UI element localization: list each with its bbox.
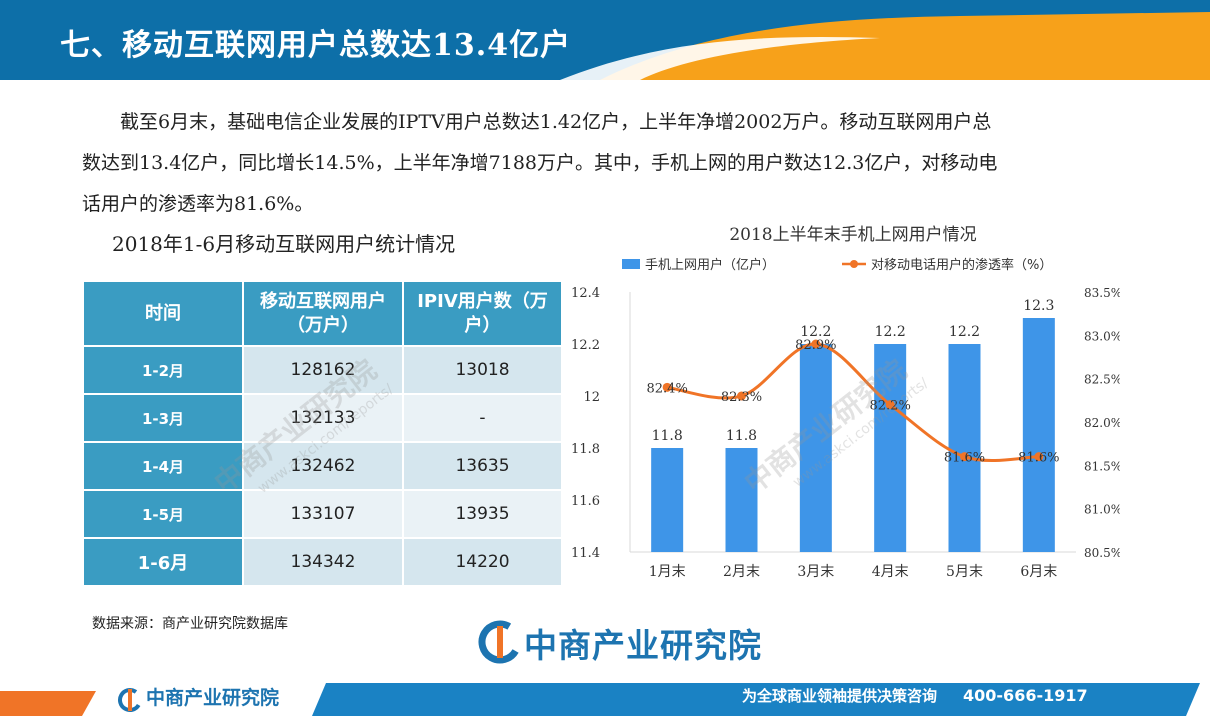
x-tick-label: 1月末 [649, 564, 686, 580]
x-tick-label: 5月末 [946, 564, 983, 580]
table-row: 1-5月 133107 13935 [82, 489, 563, 539]
footer-slogan: 为全球商业领袖提供决策咨询 [742, 687, 938, 705]
y-tick-left: 12.2 [571, 338, 600, 353]
line-data-label: 82.2% [870, 399, 911, 414]
bar [725, 448, 758, 552]
x-tick-label: 3月末 [797, 564, 834, 580]
legend-label-line: 对移动电话用户的渗透率（%） [871, 257, 1052, 273]
line-point [885, 400, 895, 410]
cell-iptv-users: 13635 [402, 441, 563, 491]
footer-contact: 为全球商业领袖提供决策咨询 400-666-1917 [742, 685, 1088, 706]
footer-bar [0, 683, 1200, 716]
chart-title: 2018上半年末手机上网用户情况 [729, 225, 976, 245]
bar [799, 344, 832, 552]
cell-mobile-users: 128162 [242, 345, 404, 395]
summary-line-3: 话用户的渗透率为81.6%。 [82, 193, 314, 215]
col-header-mobile-users: 移动互联网用户（万户） [242, 280, 404, 347]
bar-data-label: 11.8 [652, 428, 683, 444]
bar [651, 448, 684, 552]
stats-table: 时间 移动互联网用户（万户） IPIV用户数（万户） 1-2月 128162 1… [82, 280, 563, 587]
bar [1022, 318, 1055, 552]
bar-data-label: 11.8 [726, 428, 757, 444]
x-tick-label: 4月末 [872, 564, 909, 580]
y-tick-right: 83.5% [1084, 286, 1120, 300]
legend-label-bar: 手机上网用户（亿户） [645, 257, 775, 273]
y-tick-left: 11.8 [571, 442, 600, 457]
y-tick-left: 11.6 [571, 494, 600, 509]
footer-logo-text: 中商产业研究院 [146, 687, 280, 709]
header-orange-swoosh [560, 12, 1210, 80]
line-data-label: 82.9% [795, 338, 836, 353]
legend-marker-line [850, 260, 858, 268]
legend-swatch-bar [622, 259, 640, 269]
cell-iptv-users: 14220 [402, 537, 563, 587]
cell-iptv-users: - [402, 393, 563, 443]
line-data-label: 81.6% [1018, 451, 1059, 466]
y-tick-left: 12.4 [571, 286, 600, 301]
cell-mobile-users: 133107 [242, 489, 404, 539]
table-header-row: 时间 移动互联网用户（万户） IPIV用户数（万户） [82, 280, 563, 347]
summary-line-2: 数达到13.4亿户，同比增长14.5%，上半年净增7188万户。其中，手机上网的… [82, 152, 998, 174]
bar-data-label: 12.3 [1023, 298, 1054, 314]
line-point [737, 391, 746, 401]
line-point [662, 382, 672, 392]
cell-mobile-users: 132462 [242, 441, 404, 491]
cell-mobile-users: 132133 [242, 393, 404, 443]
logo-icon [478, 620, 522, 664]
table-title: 2018年1-6月移动互联网用户统计情况 [112, 232, 456, 256]
y-tick-right: 80.5% [1084, 546, 1120, 560]
cell-month: 1-3月 [82, 393, 244, 443]
cell-month: 1-5月 [82, 489, 244, 539]
bar [948, 344, 981, 552]
page-title: 七、移动互联网用户总数达13.4亿户 [60, 28, 572, 63]
bar [874, 344, 907, 552]
y-tick-right: 83.0% [1084, 329, 1120, 343]
footer-phone: 400-666-1917 [963, 686, 1088, 705]
line-point [811, 339, 821, 349]
table-row: 1-2月 128162 13018 [82, 345, 563, 395]
y-tick-right: 81.5% [1084, 459, 1120, 473]
bar-data-label: 12.2 [949, 324, 980, 340]
line-data-label: 82.3% [721, 390, 762, 405]
y-tick-right: 81.0% [1084, 503, 1120, 517]
cell-iptv-users: 13018 [402, 345, 563, 395]
x-tick-label: 6月末 [1020, 564, 1057, 580]
logo-text: 中商产业研究院 [524, 626, 762, 665]
line-data-label: 81.6% [944, 451, 985, 466]
cell-month: 1-2月 [82, 345, 244, 395]
bar-data-label: 12.2 [875, 324, 906, 340]
summary-line-1: 截至6月末，基础电信企业发展的IPTV用户总数达1.42亿户，上半年净增2002… [120, 111, 992, 133]
cell-month: 1-6月 [82, 537, 244, 587]
y-tick-left: 12 [583, 390, 600, 405]
bar-data-label: 12.2 [800, 324, 831, 340]
col-header-time: 时间 [82, 280, 244, 347]
cell-mobile-users: 134342 [242, 537, 404, 587]
y-tick-right: 82.0% [1084, 416, 1120, 430]
cell-iptv-users: 13935 [402, 489, 563, 539]
summary-paragraph: 截至6月末，基础电信企业发展的IPTV用户总数达1.42亿户，上半年净增2002… [82, 102, 1152, 225]
y-tick-left: 11.4 [571, 546, 600, 561]
data-source-note: 数据来源：商产业研究院数据库 [92, 616, 288, 632]
col-header-iptv-users: IPIV用户数（万户） [402, 280, 563, 347]
table-row: 1-3月 132133 - [82, 393, 563, 443]
y-tick-right: 82.5% [1084, 373, 1120, 387]
line-point [960, 452, 969, 462]
line-data-label: 82.4% [647, 381, 688, 396]
line-point [1034, 452, 1044, 462]
table-row: 1-4月 132462 13635 [82, 441, 563, 491]
x-tick-label: 2月末 [723, 564, 760, 580]
table-row: 1-6月 134342 14220 [82, 537, 563, 587]
cell-month: 1-4月 [82, 441, 244, 491]
